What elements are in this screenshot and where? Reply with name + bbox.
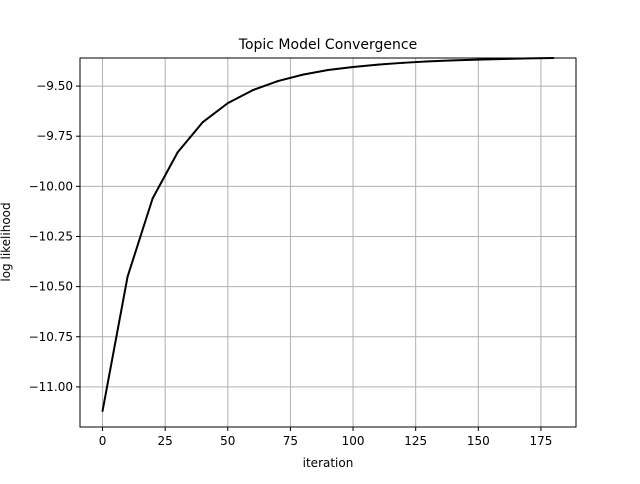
x-tick-label: 125 xyxy=(404,434,427,448)
x-tick-label: 0 xyxy=(99,434,107,448)
x-tick-label: 75 xyxy=(283,434,298,448)
data-point xyxy=(452,59,455,62)
axis-ticks: 0 25 50 75 100 125 150 175 −11.00 −10.75 −10.50 −10… xyxy=(29,79,553,448)
data-point xyxy=(126,275,129,278)
data-point xyxy=(226,102,229,105)
data-point xyxy=(377,63,380,66)
y-tick-label: −11.00 xyxy=(29,380,73,394)
y-tick-label: −9.75 xyxy=(36,129,73,143)
data-point xyxy=(352,66,355,69)
x-axis-label: iteration xyxy=(303,456,354,470)
y-tick-label: −10.75 xyxy=(29,330,73,344)
chart-title: Topic Model Convergence xyxy=(238,37,417,53)
data-point xyxy=(151,197,154,200)
data-point xyxy=(502,58,505,61)
y-tick-label: −10.00 xyxy=(29,179,73,193)
data-point xyxy=(477,58,480,61)
data-point xyxy=(427,60,430,63)
x-tick-label: 100 xyxy=(342,434,365,448)
data-point xyxy=(301,73,304,76)
y-tick-label: −9.50 xyxy=(36,79,73,93)
data-point xyxy=(251,89,254,92)
y-tick-label: −10.50 xyxy=(29,280,73,294)
x-tick-label: 25 xyxy=(158,434,173,448)
y-tick-label: −10.25 xyxy=(29,229,73,243)
data-point xyxy=(327,69,329,72)
y-axis-label: log likelihood xyxy=(0,202,13,281)
data-point xyxy=(402,61,405,64)
data-point xyxy=(176,151,179,154)
x-tick-label: 50 xyxy=(220,434,235,448)
data-point xyxy=(276,80,279,83)
x-tick-label: 175 xyxy=(529,434,552,448)
x-tick-label: 150 xyxy=(467,434,490,448)
grid-lines xyxy=(80,58,576,427)
data-point xyxy=(101,409,104,412)
axes-frame xyxy=(79,57,577,428)
data-point xyxy=(201,121,204,124)
